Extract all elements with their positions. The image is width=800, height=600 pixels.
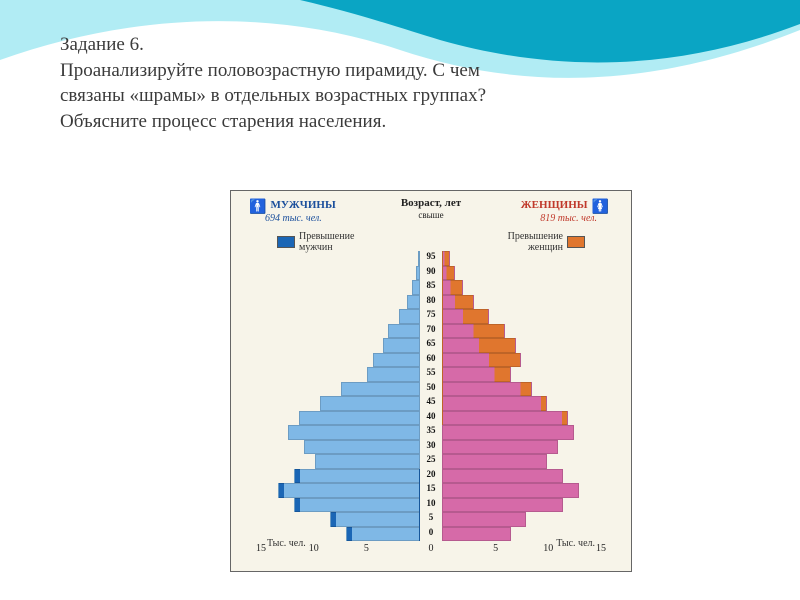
bar-men [315, 454, 420, 469]
bar-men [288, 425, 420, 440]
pyramid-row: 15 [261, 483, 601, 498]
men-exceed-swatch [277, 236, 295, 248]
bar-men [341, 382, 420, 397]
bar-women [442, 469, 563, 484]
pyramid-row: 20 [261, 469, 601, 484]
age-label: 40 [420, 410, 442, 422]
bar-women [442, 295, 474, 310]
bar-men [412, 280, 420, 295]
pyramid-row: 50 [261, 382, 601, 397]
age-label: 70 [420, 323, 442, 335]
age-label: 0 [420, 526, 442, 538]
pyramid-row: 90 [261, 266, 601, 281]
bar-women [442, 411, 568, 426]
bar-women [442, 324, 505, 339]
age-label: 90 [420, 265, 442, 277]
bar-men [330, 512, 420, 527]
x-tick: 10 [309, 543, 319, 554]
bar-women [442, 251, 450, 266]
bar-women [442, 440, 558, 455]
bar-men [278, 483, 420, 498]
pyramid-body: 95908580757065605550454035302520151050 [261, 251, 601, 541]
age-label: 60 [420, 352, 442, 364]
task-title: Задание 6. [60, 34, 144, 55]
task-text: Задание 6. Проанализируйте половозрастну… [60, 32, 510, 135]
bar-women [442, 512, 526, 527]
bar-women [442, 338, 516, 353]
age-label: 25 [420, 453, 442, 465]
age-label: 85 [420, 279, 442, 291]
pyramid-row: 85 [261, 280, 601, 295]
legend-women-exceed: Превышение женщин [508, 231, 585, 253]
legend-men-exceed: Превышение мужчин [277, 231, 354, 253]
age-label: 15 [420, 482, 442, 494]
bar-women [442, 266, 455, 281]
x-tick: 5 [493, 543, 498, 554]
bar-men [407, 295, 420, 310]
pyramid-row: 65 [261, 338, 601, 353]
bar-men [294, 498, 420, 513]
bar-women [442, 425, 574, 440]
age-label: 95 [420, 250, 442, 262]
age-label: 5 [420, 511, 442, 523]
x-tick: 10 [543, 543, 553, 554]
pyramid-chart: Возраст, лет свыше 🚹МУЖЧИНЫ 694 тыс. чел… [230, 190, 632, 572]
age-label: 50 [420, 381, 442, 393]
pyramid-row: 55 [261, 367, 601, 382]
age-label: 20 [420, 468, 442, 480]
pyramid-row: 30 [261, 440, 601, 455]
man-icon: 🚹 [249, 199, 266, 216]
age-label: 55 [420, 366, 442, 378]
bar-men [367, 367, 420, 382]
bar-women [442, 527, 511, 542]
x-tick: 15 [596, 543, 606, 554]
task-body: Проанализируйте половозрастную пирамиду.… [60, 60, 486, 132]
bar-women [442, 382, 532, 397]
x-tick: 15 [256, 543, 266, 554]
women-exceed-swatch [567, 236, 585, 248]
age-label: 80 [420, 294, 442, 306]
legend-men-count: 694 тыс. чел. [265, 213, 322, 224]
age-label: 75 [420, 308, 442, 320]
pyramid-row: 45 [261, 396, 601, 411]
bar-men [373, 353, 420, 368]
bar-men [383, 338, 420, 353]
age-label: 10 [420, 497, 442, 509]
bar-men [294, 469, 420, 484]
pyramid-row: 35 [261, 425, 601, 440]
bar-women [442, 309, 489, 324]
pyramid-row: 5 [261, 512, 601, 527]
bar-men [399, 309, 420, 324]
legend-women-count: 819 тыс. чел. [540, 213, 597, 224]
bar-men [299, 411, 420, 426]
pyramid-row: 10 [261, 498, 601, 513]
bar-women [442, 353, 521, 368]
pyramid-row: 40 [261, 411, 601, 426]
pyramid-row: 95 [261, 251, 601, 266]
age-label: 45 [420, 395, 442, 407]
pyramid-row: 70 [261, 324, 601, 339]
bar-women [442, 280, 463, 295]
bar-men [304, 440, 420, 455]
bar-men [388, 324, 420, 339]
bar-women [442, 367, 511, 382]
bar-men [320, 396, 420, 411]
pyramid-row: 25 [261, 454, 601, 469]
bar-women [442, 498, 563, 513]
x-axis: 15105051015 [261, 543, 601, 561]
pyramid-row: 0 [261, 527, 601, 542]
age-label: 65 [420, 337, 442, 349]
bar-men [346, 527, 420, 542]
age-label: 30 [420, 439, 442, 451]
x-tick: 5 [364, 543, 369, 554]
pyramid-row: 60 [261, 353, 601, 368]
x-tick: 0 [429, 543, 434, 554]
pyramid-row: 75 [261, 309, 601, 324]
bar-women [442, 454, 547, 469]
pyramid-row: 80 [261, 295, 601, 310]
age-label: 35 [420, 424, 442, 436]
bar-women [442, 396, 547, 411]
bar-women [442, 483, 579, 498]
